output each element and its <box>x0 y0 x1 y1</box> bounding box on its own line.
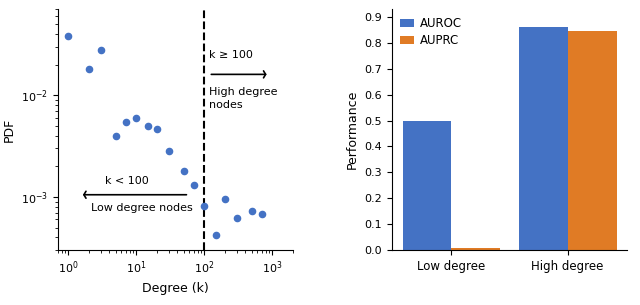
X-axis label: Degree (k): Degree (k) <box>142 282 209 295</box>
Point <box>179 168 189 173</box>
Point <box>111 133 121 138</box>
Point <box>120 119 131 124</box>
Y-axis label: Performance: Performance <box>346 90 359 169</box>
Bar <box>451 248 500 250</box>
Point <box>84 67 94 72</box>
Text: k < 100: k < 100 <box>105 176 149 186</box>
Text: Low degree nodes: Low degree nodes <box>92 203 193 213</box>
Bar <box>403 120 451 250</box>
Point <box>95 47 106 52</box>
Point <box>220 197 230 202</box>
Point <box>257 211 267 216</box>
Text: k ≥ 100: k ≥ 100 <box>209 50 253 60</box>
Point <box>164 149 174 154</box>
Y-axis label: PDF: PDF <box>3 117 15 142</box>
Bar <box>568 31 616 250</box>
Point <box>211 233 221 238</box>
Point <box>63 34 73 39</box>
Point <box>189 183 199 188</box>
Point <box>268 270 278 275</box>
Point <box>247 209 257 214</box>
Point <box>232 216 242 221</box>
Point <box>152 127 162 132</box>
Point <box>131 115 141 120</box>
Bar <box>519 27 568 250</box>
Point <box>199 203 209 208</box>
Text: High degree
nodes: High degree nodes <box>209 87 278 110</box>
Legend: AUROC, AUPRC: AUROC, AUPRC <box>397 15 465 49</box>
Point <box>143 123 154 128</box>
